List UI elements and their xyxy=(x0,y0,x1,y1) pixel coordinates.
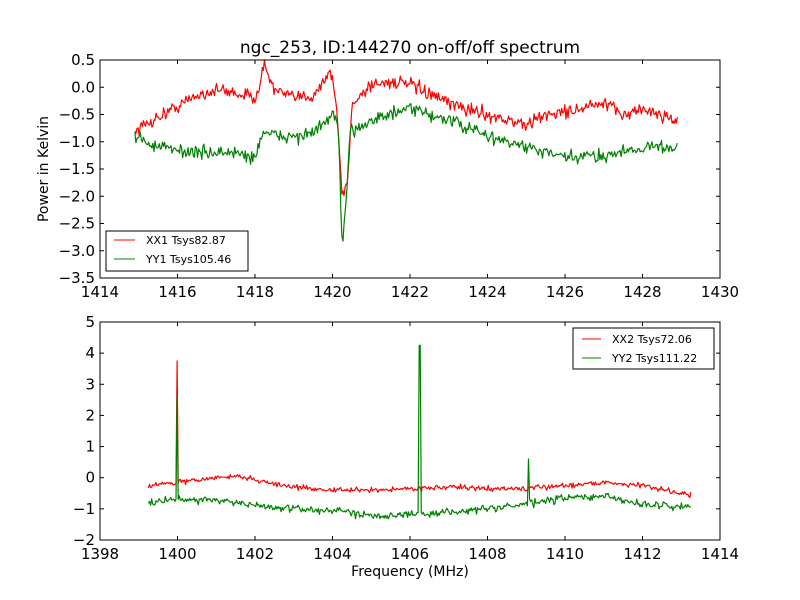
y-tick-label: 2 xyxy=(85,406,95,424)
x-axis-label: Frequency (MHz) xyxy=(351,564,469,580)
legend-label-yy2: YY2 Tsys111.22 xyxy=(611,352,697,365)
y-axis-label: Power in Kelvin xyxy=(36,116,52,222)
legend-label-xx2: XX2 Tsys72.06 xyxy=(612,333,692,346)
bottom-axes: 1398 1400 1402 1404 1406 1408 1410 1412 1414 5 4 3 2… xyxy=(73,313,739,580)
y-tick-label: 5 xyxy=(85,313,95,331)
y-tick-label: −2.0 xyxy=(59,187,95,205)
legend-box xyxy=(572,327,715,370)
y-tick-label: −2.5 xyxy=(59,215,95,233)
chart-title: ngc_253, ID:144270 on-off/off spectrum xyxy=(240,38,580,58)
top-ticks: 1414 1416 1418 1420 1422 1424 1426 1428 1430 0.5 0… xyxy=(59,51,740,301)
bottom-axes-frame xyxy=(99,321,721,541)
legend-box xyxy=(105,230,249,272)
y-tick-label: 0.5 xyxy=(71,51,95,69)
x-tick-label: 1430 xyxy=(701,283,739,301)
bottom-ticks: 1398 1400 1402 1404 1406 1408 1410 1412 1414 5 4 3 2… xyxy=(73,313,739,563)
series-line-xx1 xyxy=(134,59,678,197)
x-tick-label: 1416 xyxy=(158,283,196,301)
legend-label-yy1: YY1 Tsys105.46 xyxy=(145,253,231,266)
top-legend: XX1 Tsys82.87 YY1 Tsys105.46 xyxy=(105,230,249,272)
x-tick-label: 1414 xyxy=(701,545,739,563)
x-tick-label: 1398 xyxy=(81,545,119,563)
legend-label-xx1: XX1 Tsys82.87 xyxy=(146,234,226,247)
x-tick-label: 1414 xyxy=(81,283,119,301)
top-axes: ngc_253, ID:144270 on-off/off spectrum P… xyxy=(36,38,739,301)
y-tick-label: 1 xyxy=(85,438,95,456)
y-tick-label: −1.0 xyxy=(59,133,95,151)
bottom-legend: XX2 Tsys72.06 YY2 Tsys111.22 xyxy=(572,327,715,370)
y-tick-label: 0 xyxy=(85,469,95,487)
x-tick-label: 1424 xyxy=(468,283,506,301)
x-tick-label: 1400 xyxy=(158,545,196,563)
y-tick-label: −3.5 xyxy=(59,269,95,287)
x-tick-label: 1406 xyxy=(391,545,429,563)
x-tick-label: 1402 xyxy=(236,545,274,563)
y-tick-label: 0.0 xyxy=(71,78,95,96)
y-tick-label: 3 xyxy=(85,375,95,393)
y-tick-label: −3.0 xyxy=(59,242,95,260)
top-axes-frame xyxy=(99,59,721,279)
series-line-xx2 xyxy=(147,360,692,499)
x-tick-label: 1426 xyxy=(546,283,584,301)
series-line-yy2 xyxy=(147,344,691,520)
x-tick-label: 1428 xyxy=(623,283,661,301)
y-tick-label: −1.5 xyxy=(59,160,95,178)
x-tick-label: 1422 xyxy=(391,283,429,301)
top-series-lines xyxy=(134,59,678,242)
y-tick-label: −2 xyxy=(73,531,95,549)
x-tick-label: 1420 xyxy=(313,283,351,301)
x-tick-label: 1410 xyxy=(546,545,584,563)
x-tick-label: 1412 xyxy=(623,545,661,563)
y-tick-label: 4 xyxy=(85,344,95,362)
x-tick-label: 1404 xyxy=(313,545,351,563)
bottom-series-lines xyxy=(147,344,692,520)
x-tick-label: 1408 xyxy=(468,545,506,563)
y-tick-label: −1 xyxy=(73,500,95,518)
series-line-yy1 xyxy=(134,102,678,242)
y-tick-label: −0.5 xyxy=(59,106,95,124)
x-tick-label: 1418 xyxy=(236,283,274,301)
